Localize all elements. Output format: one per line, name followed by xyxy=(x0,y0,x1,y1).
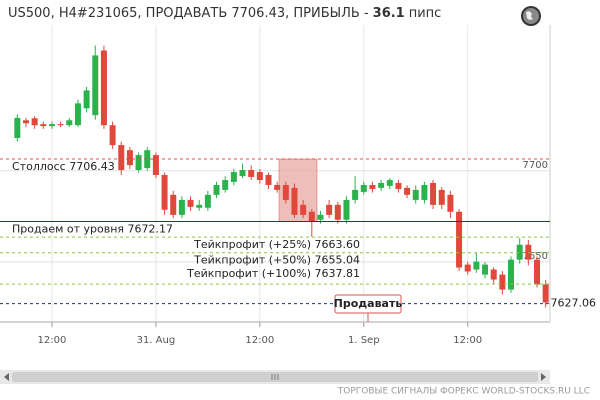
level-label-bg xyxy=(551,296,599,311)
candle-body xyxy=(508,259,515,290)
x-tick-label: 31. Aug xyxy=(137,335,176,346)
candle-body xyxy=(152,155,159,175)
candle-body xyxy=(499,274,506,290)
candle-body xyxy=(343,199,350,220)
candle-body xyxy=(395,182,402,189)
candle-body xyxy=(482,264,489,275)
candle-body xyxy=(369,184,376,189)
candle-body xyxy=(386,180,393,186)
candle-body xyxy=(317,214,324,220)
candle-body xyxy=(57,124,64,126)
level-label: Тейкпрофит (+25%) 7663.60 xyxy=(193,238,360,251)
title-text: US500, H4#231065, ПРОДАВАТЬ 7706.43, ПРИ… xyxy=(8,6,369,21)
candle-body xyxy=(222,180,229,190)
candle-body xyxy=(334,204,341,220)
plot-area: 12:00 31. Aug 12:00 1. Sep 12:00 7650 7700 Стол… xyxy=(0,25,599,346)
candle-body xyxy=(404,187,411,195)
candle-body xyxy=(542,284,549,303)
candle-body xyxy=(170,194,177,215)
candle-body xyxy=(352,189,359,200)
candle-body xyxy=(31,118,38,126)
profit: 36.1 xyxy=(373,6,405,21)
candle-body xyxy=(447,194,454,212)
footer: ТОРГОВЫЕ СИГНАЛЫ ФОРЕКС WORLD-STOCKS.RU … xyxy=(337,387,590,397)
candle-body xyxy=(135,155,142,171)
candle-body xyxy=(74,103,81,126)
candle-body xyxy=(265,174,272,185)
y-tick-label: 7700 xyxy=(523,160,548,171)
candle-body xyxy=(178,199,185,215)
chart-title: US500, H4#231065, ПРОДАВАТЬ 7706.43, ПРИ… xyxy=(8,6,441,21)
candle-body xyxy=(92,55,99,116)
candle-body xyxy=(230,172,237,182)
candle-body xyxy=(438,189,445,205)
candle-body xyxy=(118,145,125,171)
candle-body xyxy=(161,174,168,210)
level-label: Столлосс 7706.43 xyxy=(12,160,115,173)
level-label: Тейкпрофит (+50%) 7655.04 xyxy=(193,254,360,267)
candle-body xyxy=(274,184,281,190)
candle-body xyxy=(14,117,21,138)
candle-body xyxy=(239,170,246,177)
level-label: Продаем от уровня 7672.17 xyxy=(12,222,173,235)
candle-body xyxy=(326,204,333,215)
candle-body xyxy=(300,204,307,215)
x-tick-label: 12:00 xyxy=(245,335,274,346)
candle-body xyxy=(256,172,263,181)
candle-body xyxy=(100,50,107,126)
level-label: Тейкпрофит (+100%) 7637.81 xyxy=(186,267,360,280)
candle-body xyxy=(126,150,133,166)
candle-body xyxy=(204,194,211,208)
candle-body xyxy=(144,150,151,169)
candle-body xyxy=(456,211,463,268)
globe-icon[interactable] xyxy=(521,6,541,26)
candle-body xyxy=(48,124,55,127)
level-label: 7627.06 xyxy=(551,297,597,310)
scroll-right[interactable] xyxy=(541,373,546,381)
x-tick-label: 12:00 xyxy=(38,335,67,346)
candle-body xyxy=(421,184,428,200)
candle-body xyxy=(490,269,497,280)
candle-body xyxy=(213,184,220,195)
scroll-left[interactable] xyxy=(4,373,9,381)
candle-body xyxy=(196,204,203,208)
candle-body xyxy=(360,184,367,192)
candle-body xyxy=(187,199,194,207)
profit-unit: пипс xyxy=(409,6,442,21)
candle-body xyxy=(40,124,47,127)
x-tick-label: 1. Sep xyxy=(348,335,380,346)
candle-body xyxy=(534,259,541,285)
scroll-grip xyxy=(271,374,279,380)
y-tick-label: 7650 xyxy=(523,251,548,262)
candle-body xyxy=(22,120,29,124)
candle-body xyxy=(308,211,315,222)
candle-body xyxy=(464,264,471,272)
candle-body xyxy=(291,187,298,215)
candle-body xyxy=(282,184,289,200)
candle-body xyxy=(83,90,90,109)
candle-body xyxy=(516,244,523,260)
candle-body xyxy=(473,261,480,270)
x-tick-label: 12:00 xyxy=(453,335,482,346)
candle-body xyxy=(66,120,73,126)
sell-button[interactable]: Продавать xyxy=(334,297,403,310)
candle-body xyxy=(248,170,255,177)
candle-body xyxy=(109,125,116,146)
candle-body xyxy=(430,182,437,205)
candle-body xyxy=(412,189,419,200)
candle-body xyxy=(378,182,385,188)
